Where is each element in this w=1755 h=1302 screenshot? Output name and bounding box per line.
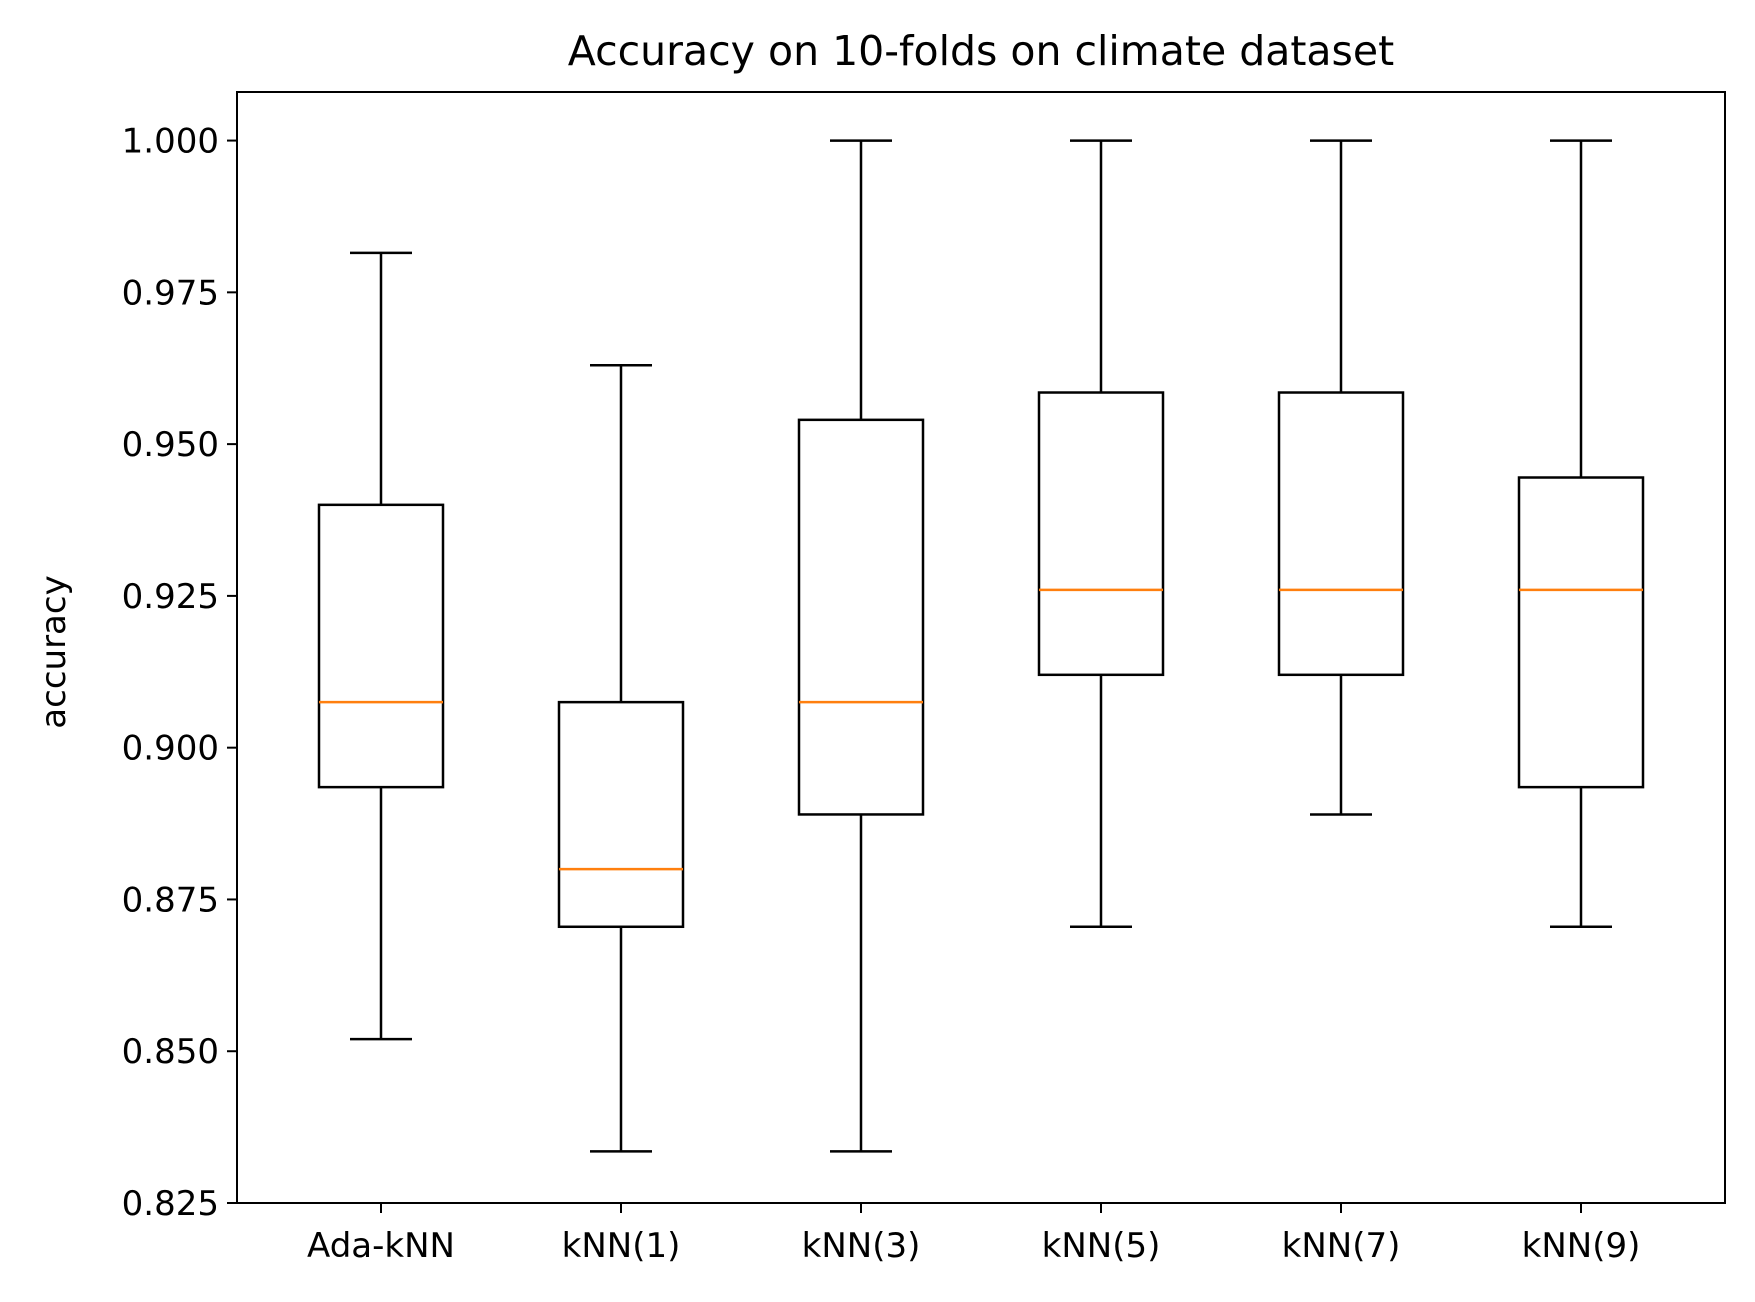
x-tick-label: kNN(3) bbox=[802, 1226, 921, 1266]
plot-frame bbox=[236, 91, 1726, 1204]
plot-area: 0.825 0.850 0.875 0.900 0.925 0.950 0.975 1.000… bbox=[122, 122, 1645, 1266]
y-tick-label: 1.000 bbox=[122, 122, 219, 162]
x-tick-label: kNN(9) bbox=[1522, 1226, 1641, 1266]
box-iqr bbox=[1277, 391, 1405, 677]
y-tick-label: 0.825 bbox=[122, 1184, 219, 1224]
box-iqr bbox=[1517, 476, 1645, 789]
y-tick-label: 0.950 bbox=[122, 425, 219, 465]
x-tick-label: Ada-kNN bbox=[307, 1226, 455, 1266]
box-iqr bbox=[797, 418, 925, 816]
y-axis-label: accuracy bbox=[34, 575, 74, 728]
y-tick-label: 0.975 bbox=[122, 273, 219, 313]
y-tick-label: 0.875 bbox=[122, 880, 219, 920]
x-tick-label: kNN(1) bbox=[562, 1226, 681, 1266]
x-tick-label: kNN(7) bbox=[1282, 1226, 1401, 1266]
y-tick-label: 0.900 bbox=[122, 729, 219, 769]
box-iqr bbox=[317, 503, 445, 789]
chart-title: Accuracy on 10-folds on climate dataset bbox=[568, 27, 1394, 75]
x-tick-label: kNN(5) bbox=[1042, 1226, 1161, 1266]
box-iqr bbox=[557, 700, 685, 929]
y-tick-label: 0.925 bbox=[122, 577, 219, 617]
y-tick-label: 0.850 bbox=[122, 1032, 219, 1072]
box-iqr bbox=[1037, 391, 1165, 677]
